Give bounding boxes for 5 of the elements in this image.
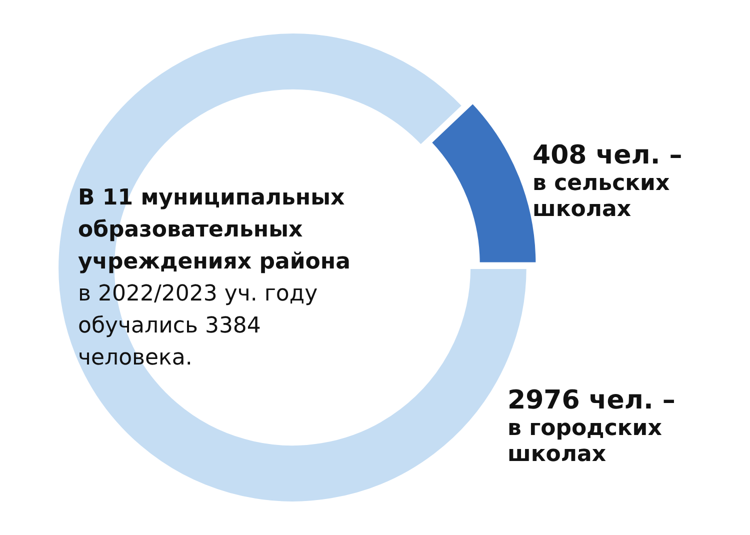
data-label: 408 чел. – [532, 140, 682, 170]
data-label: 2976 чел. – [508, 386, 676, 416]
text: в 2022/2023 уч. году обучались 3384 человека. [78, 282, 325, 370]
slice-label: в городских школах [508, 416, 662, 467]
slice-label: в сельских школах [532, 171, 670, 222]
